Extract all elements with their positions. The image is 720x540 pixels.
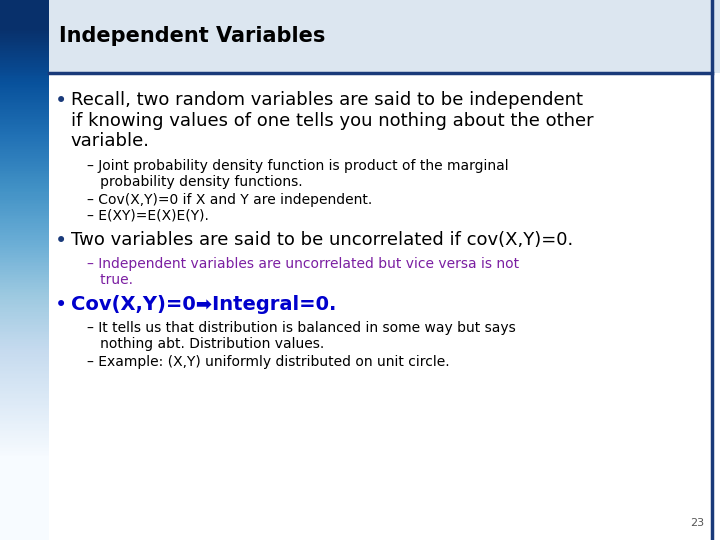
Text: – Example: (X,Y) uniformly distributed on unit circle.: – Example: (X,Y) uniformly distributed o… — [87, 355, 449, 369]
Text: 23: 23 — [690, 518, 704, 528]
Text: – It tells us that distribution is balanced in some way but says: – It tells us that distribution is balan… — [87, 321, 516, 335]
Text: •: • — [55, 91, 67, 111]
Text: probability density functions.: probability density functions. — [87, 175, 302, 189]
Text: Recall, two random variables are said to be independent
if knowing values of one: Recall, two random variables are said to… — [71, 91, 593, 151]
Text: – Joint probability density function is product of the marginal: – Joint probability density function is … — [87, 159, 508, 173]
Text: true.: true. — [87, 273, 133, 287]
Text: – E(XY)=E(X)E(Y).: – E(XY)=E(X)E(Y). — [87, 209, 209, 223]
Text: – Independent variables are uncorrelated but vice versa is not: – Independent variables are uncorrelated… — [87, 257, 519, 271]
Text: Two variables are said to be uncorrelated if cov(X,Y)=0.: Two variables are said to be uncorrelate… — [71, 231, 573, 249]
Text: nothing abt. Distribution values.: nothing abt. Distribution values. — [87, 337, 324, 351]
Text: •: • — [55, 295, 67, 315]
Text: Cov(X,Y)=0➡Integral=0.: Cov(X,Y)=0➡Integral=0. — [71, 295, 336, 314]
Text: Independent Variables: Independent Variables — [59, 26, 325, 46]
Text: •: • — [55, 231, 67, 251]
Bar — [49, 0, 720, 73]
Text: – Cov(X,Y)=0 if X and Y are independent.: – Cov(X,Y)=0 if X and Y are independent. — [87, 193, 372, 207]
